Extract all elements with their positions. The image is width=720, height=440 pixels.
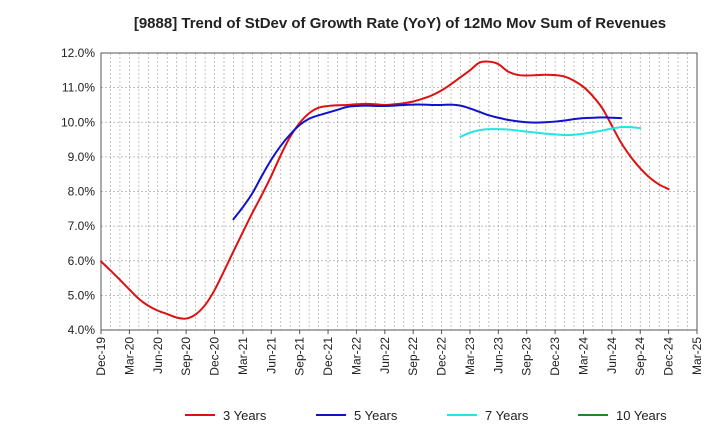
x-tick-label: Mar-23 bbox=[463, 337, 477, 375]
y-tick-label: 11.0% bbox=[62, 81, 95, 95]
x-tick-label: Mar-22 bbox=[349, 337, 363, 375]
series-line-3-years bbox=[100, 60, 670, 320]
series-layer bbox=[100, 60, 670, 320]
legend-label-3-years: 3 Years bbox=[223, 408, 267, 423]
y-tick-label: 4.0% bbox=[68, 323, 96, 337]
series-line-5-years bbox=[232, 103, 623, 221]
axis-layer: 4.0% 5.0% 6.0% 7.0% 8.0% 9.0% 10.0% 11.0% 12.0% D… bbox=[61, 46, 704, 376]
x-tick-label: Jun-20 bbox=[151, 337, 165, 374]
series-line-7-years bbox=[459, 125, 642, 138]
legend: 3 Years 5 Years 7 Years 10 Years bbox=[185, 408, 667, 423]
y-tick-label: 5.0% bbox=[68, 288, 96, 302]
legend-label-5-years: 5 Years bbox=[354, 408, 398, 423]
x-tick-label: Mar-20 bbox=[122, 337, 136, 375]
plot-border bbox=[100, 52, 698, 331]
y-tick-label: 10.0% bbox=[61, 115, 95, 129]
y-tick-label: 7.0% bbox=[68, 219, 96, 233]
legend-label-10-years: 10 Years bbox=[616, 408, 667, 423]
x-tick-label: Sep-20 bbox=[179, 337, 193, 376]
x-tick-label: Jun-24 bbox=[605, 337, 619, 374]
x-tick-label: Dec-24 bbox=[662, 337, 676, 376]
y-tick-label: 6.0% bbox=[68, 254, 96, 268]
x-tick-label: Dec-22 bbox=[435, 337, 449, 376]
grid-layer bbox=[101, 53, 697, 330]
x-tick-label: Dec-21 bbox=[321, 337, 335, 376]
x-tick-label: Dec-19 bbox=[94, 337, 108, 376]
x-tick-label: Sep-22 bbox=[406, 337, 420, 376]
y-tick-label: 9.0% bbox=[68, 150, 96, 164]
x-tick-label: Sep-23 bbox=[520, 337, 534, 376]
x-tick-label: Mar-25 bbox=[690, 337, 704, 375]
legend-label-7-years: 7 Years bbox=[485, 408, 529, 423]
x-tick-label: Jun-22 bbox=[378, 337, 392, 374]
y-tick-label: 12.0% bbox=[61, 46, 95, 60]
x-tick-label: Jun-23 bbox=[491, 337, 505, 374]
x-tick-label: Jun-21 bbox=[264, 337, 278, 374]
x-tick-label: Mar-24 bbox=[576, 337, 590, 375]
x-tick-label: Sep-21 bbox=[293, 337, 307, 376]
x-tick-label: Dec-23 bbox=[548, 337, 562, 376]
chart-title: [9888] Trend of StDev of Growth Rate (Yo… bbox=[134, 15, 666, 32]
x-tick-label: Sep-24 bbox=[633, 337, 647, 376]
x-tick-label: Dec-20 bbox=[208, 337, 222, 376]
x-tick-label: Mar-21 bbox=[236, 337, 250, 375]
y-tick-label: 8.0% bbox=[68, 185, 96, 199]
